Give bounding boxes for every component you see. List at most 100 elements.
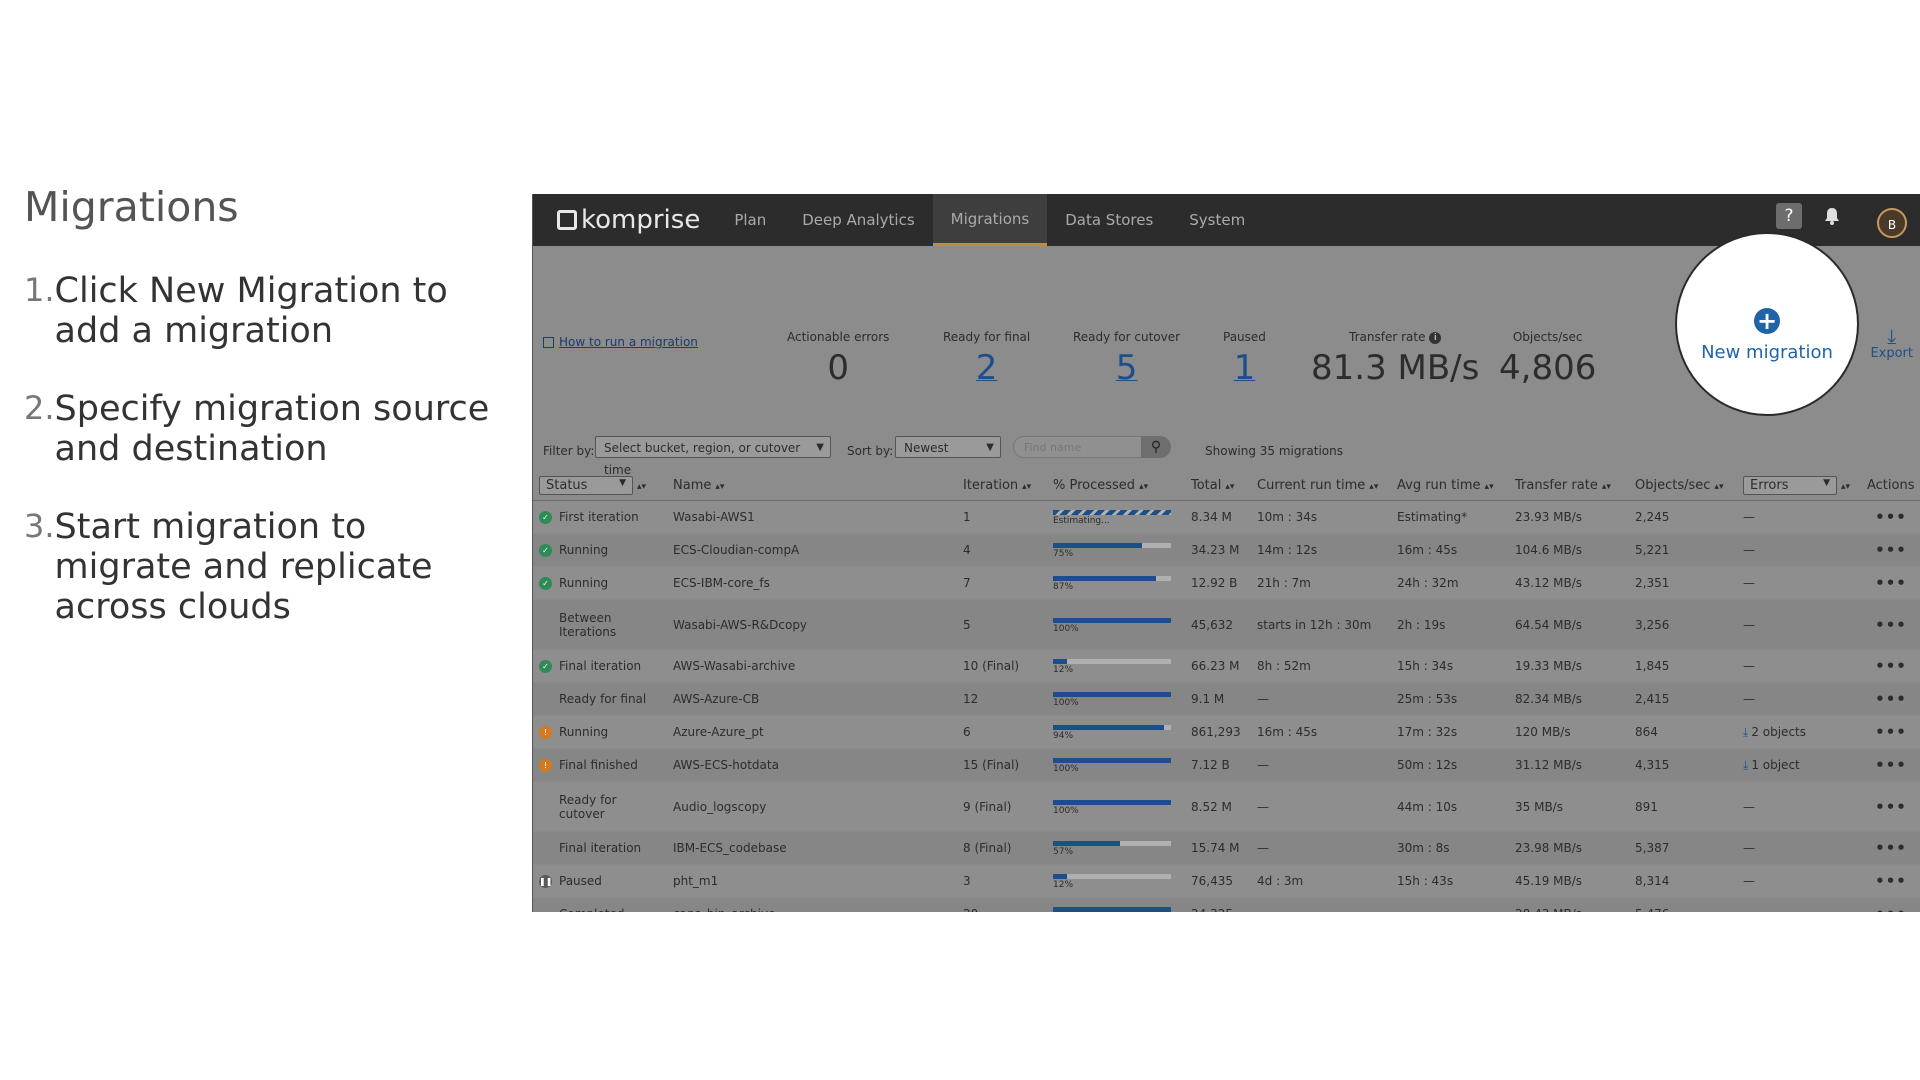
status-blank-icon — [539, 693, 552, 706]
col-objects-per-sec[interactable]: Objects/sec ▴▾ — [1629, 470, 1737, 501]
table-row[interactable]: Final iteration IBM-ECS_codebase 8 (Final)… — [533, 831, 1920, 865]
errors-cell: ⤓ 1 object — [1737, 748, 1861, 782]
table-row[interactable]: Between Iterations Wasabi-AWS-R&Dcopy 5 100… — [533, 599, 1920, 650]
col-status[interactable]: Status ▼ ▴▾ — [533, 470, 667, 501]
name-cell[interactable]: Wasabi-AWS1 — [667, 500, 957, 534]
col-transfer-rate-label: Transfer rate — [1515, 477, 1598, 493]
more-actions-icon[interactable]: ••• — [1861, 500, 1920, 534]
name-cell[interactable]: ECS-Cloudian-compA — [667, 533, 957, 567]
sort-icon[interactable]: ▴▾ — [1484, 481, 1494, 492]
info-icon[interactable]: i — [1429, 331, 1442, 344]
col-processed[interactable]: % Processed ▴▾ — [1047, 470, 1185, 501]
col-current-run-time[interactable]: Current run time ▴▾ — [1251, 470, 1391, 501]
errors-value: — — [1743, 841, 1755, 855]
status-cell: Final iteration — [533, 831, 667, 865]
name-cell[interactable]: Azure-Azure_pt — [667, 715, 957, 749]
table-row[interactable]: ✓ Running ECS-Cloudian-compA 4 75% 34.23 M 14m… — [533, 533, 1920, 567]
stat-actionable-errors: Actionable errors 0 — [787, 330, 889, 388]
sort-icon[interactable]: ▴▾ — [715, 481, 725, 492]
total-cell: 8.52 M — [1185, 781, 1251, 832]
status-cell: Ready for cutover — [533, 781, 667, 832]
avatar[interactable]: B — [1877, 208, 1907, 238]
sort-icon[interactable]: ▴▾ — [1022, 481, 1032, 492]
more-actions-icon[interactable]: ••• — [1861, 682, 1920, 716]
stat-value-link[interactable]: 5 — [1115, 348, 1138, 388]
brand-logo[interactable]: komprise — [557, 205, 700, 235]
name-cell[interactable]: Wasabi-AWS-R&Dcopy — [667, 599, 957, 650]
step-item: 3. Start migration to migrate and replic… — [24, 507, 504, 627]
search-input[interactable]: Find name — [1013, 436, 1153, 458]
sort-icon[interactable]: ▴▾ — [1369, 481, 1379, 492]
sort-icon[interactable]: ▴▾ — [1601, 481, 1611, 492]
name-cell[interactable]: AWS-Azure-CB — [667, 682, 957, 716]
col-name[interactable]: Name ▴▾ — [667, 470, 957, 501]
more-actions-icon[interactable]: ••• — [1861, 864, 1920, 898]
name-cell[interactable]: pht_m1 — [667, 864, 957, 898]
table-row[interactable]: ! Final finished AWS-ECS-hotdata 15 (Final)… — [533, 748, 1920, 782]
more-actions-icon[interactable]: ••• — [1861, 715, 1920, 749]
nav-plan[interactable]: Plan — [734, 211, 767, 229]
nav-system[interactable]: System — [1189, 211, 1246, 229]
errors-filter-select[interactable]: Errors ▼ — [1743, 475, 1837, 495]
errors-cell: — — [1737, 533, 1861, 567]
help-icon[interactable]: ? — [1776, 203, 1802, 229]
name-cell[interactable]: AWS-Wasabi-archive — [667, 649, 957, 683]
table-row[interactable]: ✓ Running ECS-IBM-core_fs 7 87% 12.92 B 21h : … — [533, 566, 1920, 600]
avg-run-time-cell: 16m : 45s — [1391, 533, 1509, 567]
table-row[interactable]: Ready for final AWS-Azure-CB 12 100% 9.1 M —2… — [533, 682, 1920, 716]
more-actions-icon[interactable]: ••• — [1861, 649, 1920, 683]
more-actions-icon[interactable]: ••• — [1861, 897, 1920, 912]
more-actions-icon[interactable]: ••• — [1861, 599, 1920, 650]
search-icon[interactable]: ⚲ — [1141, 436, 1171, 458]
col-total[interactable]: Total ▴▾ — [1185, 470, 1251, 501]
total-cell: 45,632 — [1185, 599, 1251, 650]
nav-migrations[interactable]: Migrations — [932, 194, 1048, 246]
status-blank-icon — [539, 800, 552, 813]
processed-cell: 100% — [1047, 682, 1185, 716]
more-actions-icon[interactable]: ••• — [1861, 831, 1920, 865]
stat-value-link[interactable]: 2 — [975, 348, 998, 388]
col-transfer-rate[interactable]: Transfer rate ▴▾ — [1509, 470, 1629, 501]
iteration-cell: 8 (Final) — [957, 831, 1047, 865]
summary-panel: How to run a migration Actionable errors… — [533, 232, 1920, 416]
download-icon[interactable]: ⤓ — [1743, 757, 1749, 772]
sort-select[interactable]: Newest ▼ — [895, 436, 1001, 458]
nav-deep-analytics[interactable]: Deep Analytics — [802, 211, 915, 229]
stat-value-link[interactable]: 1 — [1233, 348, 1256, 388]
more-actions-icon[interactable]: ••• — [1861, 533, 1920, 567]
table-row[interactable]: Completedcaps_bin_archive20100%24,325——2… — [533, 897, 1920, 912]
sort-icon[interactable]: ▴▾ — [1139, 481, 1149, 492]
status-filter-select[interactable]: Status ▼ — [539, 475, 633, 495]
download-icon[interactable]: ⤓ — [1743, 724, 1749, 739]
new-migration-button[interactable]: + New migration — [1675, 232, 1859, 416]
filter-select[interactable]: Select bucket, region, or cutover time ▼ — [595, 436, 831, 477]
col-avg-run-time[interactable]: Avg run time ▴▾ — [1391, 470, 1509, 501]
table-row[interactable]: ✓ First iteration Wasabi-AWS1 1 Estimating..… — [533, 500, 1920, 534]
nav-data-stores[interactable]: Data Stores — [1065, 211, 1154, 229]
name-cell[interactable]: caps_bin_archive — [667, 897, 957, 912]
errors-link[interactable]: 2 objects — [1751, 724, 1806, 739]
sort-icon[interactable]: ▴▾ — [1841, 481, 1851, 492]
errors-link[interactable]: 1 object — [1751, 757, 1800, 772]
iteration-cell: 5 — [957, 599, 1047, 650]
more-actions-icon[interactable]: ••• — [1861, 748, 1920, 782]
current-run-time-cell: — — [1251, 897, 1391, 912]
sort-icon[interactable]: ▴▾ — [637, 481, 647, 492]
sort-icon[interactable]: ▴▾ — [1714, 481, 1724, 492]
how-to-link[interactable]: How to run a migration — [543, 335, 698, 349]
table-row[interactable]: ✓ Final iteration AWS-Wasabi-archive 10 (Fi… — [533, 649, 1920, 683]
name-cell[interactable]: AWS-ECS-hotdata — [667, 748, 957, 782]
table-row[interactable]: ! Running Azure-Azure_pt 6 94% 861,293 16m : 4… — [533, 715, 1920, 749]
name-cell[interactable]: Audio_logscopy — [667, 781, 957, 832]
col-iteration[interactable]: Iteration ▴▾ — [957, 470, 1047, 501]
more-actions-icon[interactable]: ••• — [1861, 566, 1920, 600]
bell-icon[interactable] — [1821, 206, 1843, 226]
col-errors[interactable]: Errors ▼ ▴▾ — [1737, 470, 1861, 501]
name-cell[interactable]: IBM-ECS_codebase — [667, 831, 957, 865]
export-button[interactable]: ⤓ Export — [1870, 326, 1913, 361]
table-row[interactable]: Ready for cutover Audio_logscopy 9 (Final)… — [533, 781, 1920, 832]
sort-icon[interactable]: ▴▾ — [1225, 481, 1235, 492]
more-actions-icon[interactable]: ••• — [1861, 781, 1920, 832]
table-row[interactable]: ❚❚ Paused pht_m1 3 12% 76,435 4d : 3m 15h : 43s… — [533, 864, 1920, 898]
name-cell[interactable]: ECS-IBM-core_fs — [667, 566, 957, 600]
